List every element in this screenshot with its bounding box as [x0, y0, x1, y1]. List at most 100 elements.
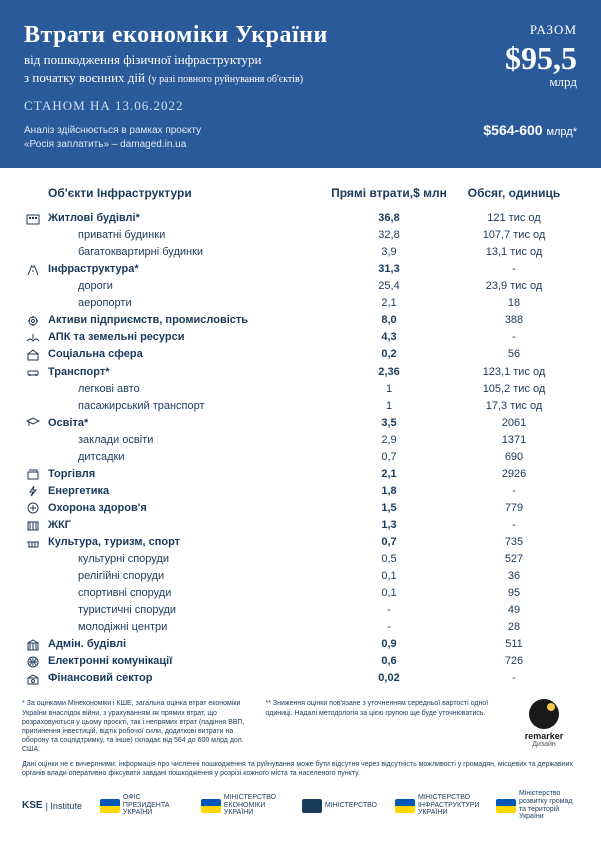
- row-loss: 1: [329, 381, 449, 398]
- row-loss: 2,1: [329, 466, 449, 483]
- row-loss: -: [329, 602, 449, 619]
- table-row: легкові авто1105,2 тис од: [22, 381, 579, 398]
- row-volume: 735: [449, 534, 579, 551]
- row-name: Охорона здоров'я: [44, 500, 329, 517]
- table-row: Інфраструктура*31,3-: [22, 261, 579, 278]
- subtitle: від пошкодження фізичної інфраструктури …: [24, 51, 437, 86]
- partner-logo: KSE | Institute: [22, 800, 82, 811]
- flag-icon: [496, 799, 516, 813]
- field-icon: [22, 332, 44, 344]
- table-row: молодіжні центри-28: [22, 619, 579, 636]
- row-volume: -: [449, 483, 579, 500]
- row-volume: -: [449, 670, 579, 687]
- row-loss: 1,8: [329, 483, 449, 500]
- table-row: туристичні споруди-49: [22, 602, 579, 619]
- row-volume: 23,9 тис од: [449, 278, 579, 295]
- row-loss: 0,9: [329, 636, 449, 653]
- table-body: Житлові будівлі*36,8121 тис одприватні б…: [22, 210, 579, 687]
- th-vol: Обсяг, одиниць: [449, 186, 579, 200]
- data-table: Об'єкти Інфраструктури Прямі втрати,$ мл…: [0, 168, 601, 693]
- row-volume: -: [449, 329, 579, 346]
- flag-icon: [395, 799, 415, 813]
- housing-icon: [22, 519, 44, 531]
- row-volume: 13,1 тис од: [449, 244, 579, 261]
- table-row: Житлові будівлі*36,8121 тис од: [22, 210, 579, 227]
- table-row: Енергетика1,8-: [22, 483, 579, 500]
- row-volume: 36: [449, 568, 579, 585]
- table-row: Транспорт*2,36123,1 тис од: [22, 364, 579, 381]
- remarker-icon: [529, 699, 559, 729]
- row-loss: 0,1: [329, 585, 449, 602]
- building-icon: [22, 213, 44, 225]
- th-name: Об'єкти Інфраструктури: [44, 186, 329, 200]
- row-name: Інфраструктура*: [44, 261, 329, 278]
- culture-icon: [22, 537, 44, 549]
- finance-icon: [22, 673, 44, 685]
- remarker-logo: remarker Дизайн: [509, 699, 579, 754]
- row-loss: 32,8: [329, 227, 449, 244]
- total-value: $95,5: [447, 42, 577, 74]
- row-volume: 690: [449, 449, 579, 466]
- page-title: Втрати економіки України: [24, 22, 437, 49]
- table-row: АПК та земельні ресурси4,3-: [22, 329, 579, 346]
- row-loss: 8,0: [329, 312, 449, 329]
- row-name: аеропорти: [44, 295, 329, 312]
- row-loss: 0,02: [329, 670, 449, 687]
- partner-logo: Міністерство розвитку громад та територі…: [496, 790, 579, 821]
- table-row: багатоквартирні будинки3,913,1 тис од: [22, 244, 579, 261]
- row-name: багатоквартирні будинки: [44, 244, 329, 261]
- partner-logo: МІНІСТЕРСТВО ІНФРАСТРУКТУРИ УКРАЇНИ: [395, 794, 478, 817]
- road-icon: [22, 264, 44, 276]
- row-volume: 511: [449, 636, 579, 653]
- row-volume: 779: [449, 500, 579, 517]
- partner-logo: МІНІСТЕРСТВО ЕКОНОМІКИ УКРАЇНИ: [201, 794, 284, 817]
- row-loss: 36,8: [329, 210, 449, 227]
- table-row: Охорона здоров'я1,5779: [22, 500, 579, 517]
- row-name: дитсадки: [44, 449, 329, 466]
- row-name: спортивні споруди: [44, 585, 329, 602]
- partner-logo: ОФІС ПРЕЗИДЕНТА УКРАЇНИ: [100, 794, 183, 817]
- row-name: ЖКГ: [44, 517, 329, 534]
- factory-icon: [22, 315, 44, 327]
- row-name: Електронні комунікації: [44, 653, 329, 670]
- row-volume: 49: [449, 602, 579, 619]
- row-volume: 2926: [449, 466, 579, 483]
- grad-icon: [22, 417, 44, 429]
- table-row: дитсадки0,7690: [22, 449, 579, 466]
- table-row: Торгівля2,12926: [22, 466, 579, 483]
- row-loss: 0,1: [329, 568, 449, 585]
- row-loss: 3,9: [329, 244, 449, 261]
- row-volume: 18: [449, 295, 579, 312]
- row-name: легкові авто: [44, 381, 329, 398]
- subtitle-line2: з початку воєнних дій: [24, 70, 145, 85]
- table-header-row: Об'єкти Інфраструктури Прямі втрати,$ мл…: [22, 180, 579, 210]
- table-row: дороги25,423,9 тис од: [22, 278, 579, 295]
- row-name: пасажирський транспорт: [44, 398, 329, 415]
- row-name: Освіта*: [44, 415, 329, 432]
- row-loss: 0,7: [329, 534, 449, 551]
- row-loss: -: [329, 619, 449, 636]
- flag-icon: [201, 799, 221, 813]
- partner-logo: МІНІСТЕРСТВО: [302, 799, 377, 813]
- table-row: пасажирський транспорт117,3 тис од: [22, 398, 579, 415]
- flag-icon: [302, 799, 322, 813]
- table-row: Адмін. будівлі0,9511: [22, 636, 579, 653]
- row-name: релігійні споруди: [44, 568, 329, 585]
- bolt-icon: [22, 485, 44, 497]
- footnotes: * За оцінками Мінекономіки і КШЕ, загаль…: [0, 693, 601, 784]
- row-volume: 2061: [449, 415, 579, 432]
- table-row: Фінансовий сектор0,02-: [22, 670, 579, 687]
- total-range: $564-600 млрд*: [447, 122, 577, 138]
- row-loss: 2,9: [329, 432, 449, 449]
- row-name: Адмін. будівлі: [44, 636, 329, 653]
- row-volume: 105,2 тис од: [449, 381, 579, 398]
- total-label: РАЗОМ: [447, 22, 577, 38]
- row-name: заклади освіти: [44, 432, 329, 449]
- row-name: туристичні споруди: [44, 602, 329, 619]
- row-name: Фінансовий сектор: [44, 670, 329, 687]
- table-row: спортивні споруди0,195: [22, 585, 579, 602]
- row-loss: 2,36: [329, 364, 449, 381]
- table-row: культурні споруди0,5527: [22, 551, 579, 568]
- flag-icon: [100, 799, 120, 813]
- row-loss: 0,2: [329, 346, 449, 363]
